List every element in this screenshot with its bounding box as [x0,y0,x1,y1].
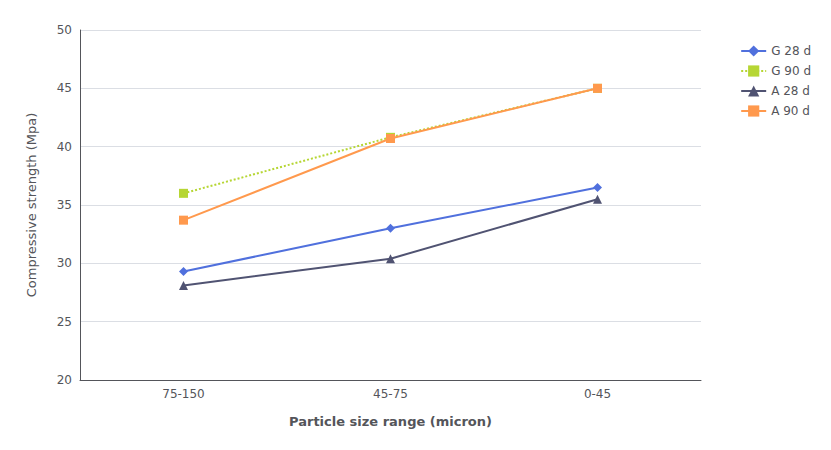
svg-text:40: 40 [57,140,72,154]
svg-text:A 90 d: A 90 d [771,104,810,118]
svg-text:0-45: 0-45 [584,387,611,401]
svg-text:G 28 d: G 28 d [771,44,811,58]
svg-text:50: 50 [57,23,72,37]
svg-text:25: 25 [57,315,72,329]
svg-text:45: 45 [57,81,72,95]
svg-text:Compressive strength (Mpa): Compressive strength (Mpa) [24,113,39,297]
svg-text:Particle size range (micron): Particle size range (micron) [289,414,492,429]
svg-text:75-150: 75-150 [162,387,205,401]
svg-text:45-75: 45-75 [373,387,408,401]
svg-text:A 28 d: A 28 d [771,84,810,98]
svg-text:G 90 d: G 90 d [771,64,811,78]
svg-text:35: 35 [57,198,72,212]
svg-text:30: 30 [57,256,72,270]
svg-text:20: 20 [57,373,72,387]
